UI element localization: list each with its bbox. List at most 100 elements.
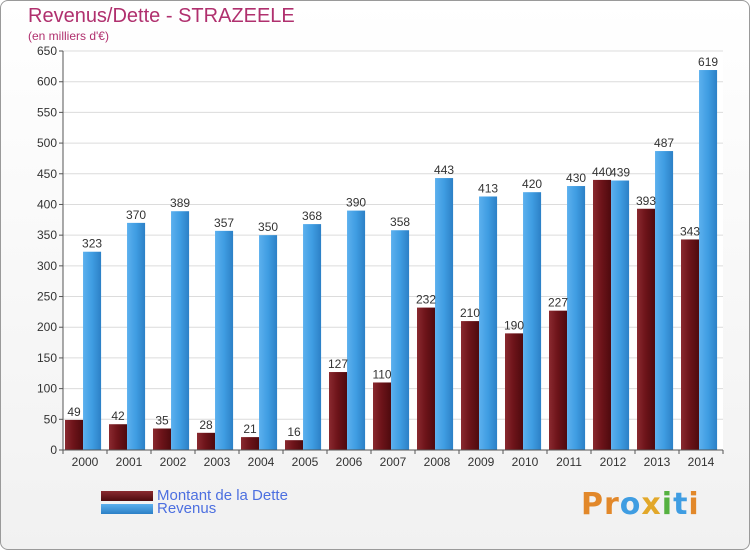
data-label-dette: 28 [199,418,213,432]
data-label-revenus: 370 [126,208,146,222]
bar-revenus [127,222,146,450]
bar-dette [285,440,304,450]
data-label-dette: 190 [504,318,524,332]
data-label-dette: 393 [636,194,656,208]
y-tick-label: 350 [37,228,57,242]
bar-dette [373,382,392,450]
x-tick-label: 2013 [644,455,671,469]
data-label-dette: 343 [680,224,700,238]
data-label-revenus: 323 [82,237,102,251]
y-tick-label: 500 [37,136,57,150]
y-tick-label: 650 [37,44,57,58]
data-label-revenus: 413 [478,181,498,195]
bar-revenus [259,235,278,450]
bar-revenus [611,180,630,450]
logo-letter: P [581,487,604,522]
y-tick-label: 150 [37,351,57,365]
logo-letter: i [661,487,674,522]
bar-revenus [435,178,454,450]
logo-letter: o [619,487,642,522]
x-tick-label: 2003 [204,455,231,469]
x-tick-label: 2009 [468,455,495,469]
data-label-dette: 42 [111,409,125,423]
y-tick-label: 300 [37,259,57,273]
x-tick-label: 2012 [600,455,627,469]
data-label-revenus: 357 [214,216,234,230]
data-label-dette: 127 [328,357,348,371]
legend-label-revenus: Revenus [157,500,217,517]
data-label-dette: 210 [460,306,480,320]
bar-dette [461,321,480,450]
bar-dette [681,239,700,450]
bar-revenus [655,151,674,450]
data-label-revenus: 430 [566,171,586,185]
x-tick-label: 2005 [292,455,319,469]
bar-dette [417,307,436,450]
data-label-revenus: 487 [654,136,674,150]
bar-revenus [567,186,586,451]
data-label-revenus: 619 [698,55,718,69]
data-label-revenus: 389 [170,196,190,210]
legend-label-dette: Montant de la Dette [157,487,288,504]
y-tick-label: 250 [37,290,57,304]
bar-dette [153,428,172,450]
data-label-dette: 227 [548,296,568,310]
data-label-dette: 16 [287,425,301,439]
data-label-revenus: 420 [522,177,542,191]
bar-revenus [303,224,322,450]
bar-dette [241,437,260,450]
x-tick-label: 2011 [556,455,582,469]
data-label-dette: 440 [592,165,612,179]
bar-revenus [171,211,190,450]
x-tick-label: 2007 [380,455,407,469]
bar-revenus [391,230,410,450]
x-tick-label: 2014 [688,455,715,469]
bar-dette [505,333,524,450]
x-tick-label: 2008 [424,455,451,469]
y-tick-label: 600 [37,75,57,89]
legend-swatch-revenus [101,504,153,514]
y-tick-label: 50 [44,412,58,426]
data-label-dette: 110 [372,367,391,381]
y-tick-label: 400 [37,197,57,211]
legend-swatch-dette [101,491,153,501]
bar-dette [329,372,348,450]
data-label-revenus: 439 [610,166,630,180]
logo-letter: t [673,487,689,522]
bar-dette [109,424,128,450]
x-tick-label: 2001 [116,455,143,469]
x-tick-label: 2006 [336,455,363,469]
bar-dette [593,179,612,450]
data-label-dette: 232 [416,293,436,307]
y-tick-label: 550 [37,105,57,119]
bar-revenus [523,192,542,450]
data-label-revenus: 350 [258,220,278,234]
y-tick-label: 0 [50,443,57,457]
data-label-dette: 49 [67,405,81,419]
logo-letter: i [688,487,700,522]
x-tick-label: 2010 [512,455,539,469]
bar-revenus [699,70,718,450]
data-label-revenus: 390 [346,196,366,210]
bar-revenus [83,251,102,450]
data-label-revenus: 358 [390,215,410,229]
y-tick-label: 200 [37,320,57,334]
logo-letter: x [641,487,662,522]
bar-revenus [215,230,234,450]
x-tick-label: 2000 [72,455,99,469]
bar-revenus [479,196,498,450]
bar-dette [637,208,656,450]
x-tick-label: 2004 [248,455,275,469]
logo-letter: r [604,487,620,522]
data-label-revenus: 368 [302,209,322,223]
bar-revenus [347,210,366,450]
bar-dette [549,310,568,450]
data-label-dette: 35 [155,414,169,428]
y-tick-label: 100 [37,382,57,396]
data-label-revenus: 443 [434,163,454,177]
proxiti-logo: Proxiti [581,487,700,522]
y-tick-label: 450 [37,167,57,181]
bar-dette [197,432,216,450]
